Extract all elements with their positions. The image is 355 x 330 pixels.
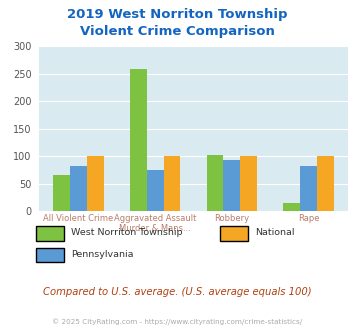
Bar (164, 156, 180, 211)
Bar (147, 170, 164, 211)
Text: © 2025 CityRating.com - https://www.cityrating.com/crime-statistics/: © 2025 CityRating.com - https://www.city… (53, 318, 302, 325)
Bar (223, 160, 240, 211)
Bar (130, 69, 147, 211)
Text: West Norriton Township: West Norriton Township (71, 228, 182, 237)
Bar (300, 166, 317, 211)
Bar (53, 176, 70, 211)
Bar (70, 166, 87, 211)
Bar (317, 156, 334, 211)
Text: 2019 West Norriton Township: 2019 West Norriton Township (67, 8, 288, 21)
Text: Compared to U.S. average. (U.S. average equals 100): Compared to U.S. average. (U.S. average … (43, 287, 312, 297)
Text: Violent Crime Comparison: Violent Crime Comparison (80, 25, 275, 38)
Bar (207, 155, 223, 211)
Bar (283, 203, 300, 211)
Text: National: National (256, 228, 295, 237)
Bar (240, 156, 257, 211)
Text: Pennsylvania: Pennsylvania (71, 249, 133, 259)
Bar (87, 156, 104, 211)
